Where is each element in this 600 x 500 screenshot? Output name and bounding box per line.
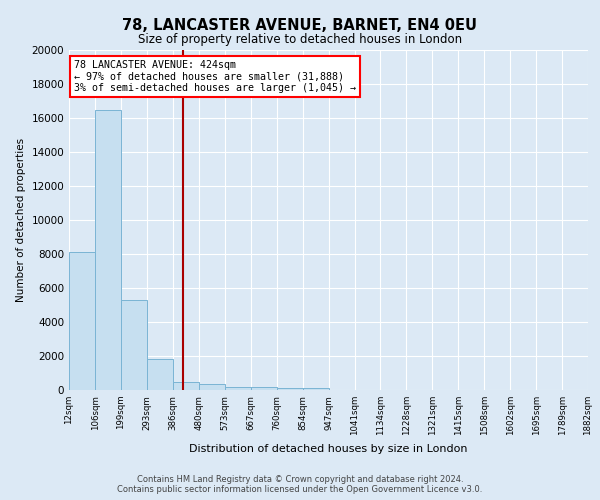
Text: Contains HM Land Registry data © Crown copyright and database right 2024.: Contains HM Land Registry data © Crown c…	[137, 475, 463, 484]
Bar	[224, 386, 251, 390]
Bar	[199, 384, 224, 390]
Bar	[95, 110, 121, 390]
Bar	[147, 358, 173, 390]
Y-axis label: Number of detached properties: Number of detached properties	[16, 138, 26, 302]
Bar	[251, 388, 277, 390]
Bar	[173, 382, 199, 390]
Bar	[121, 300, 147, 390]
Bar	[69, 252, 95, 390]
X-axis label: Distribution of detached houses by size in London: Distribution of detached houses by size …	[189, 444, 468, 454]
Bar	[277, 388, 302, 390]
Text: Contains public sector information licensed under the Open Government Licence v3: Contains public sector information licen…	[118, 484, 482, 494]
Text: 78, LANCASTER AVENUE, BARNET, EN4 0EU: 78, LANCASTER AVENUE, BARNET, EN4 0EU	[122, 18, 478, 32]
Bar	[302, 388, 329, 390]
Text: 78 LANCASTER AVENUE: 424sqm
← 97% of detached houses are smaller (31,888)
3% of : 78 LANCASTER AVENUE: 424sqm ← 97% of det…	[74, 60, 356, 94]
Text: Size of property relative to detached houses in London: Size of property relative to detached ho…	[138, 32, 462, 46]
